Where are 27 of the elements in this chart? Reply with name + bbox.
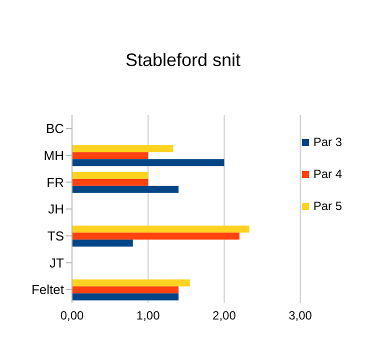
bar <box>72 293 179 300</box>
bar <box>72 186 179 193</box>
y-tick-label: MH <box>44 148 64 163</box>
legend-label: Par 4 <box>313 166 342 180</box>
y-tick-label: JH <box>48 202 64 217</box>
y-tick-label: TS <box>47 228 64 244</box>
y-tick-label: BC <box>46 121 64 136</box>
bar <box>72 232 240 240</box>
y-tick-label: FR <box>46 174 64 190</box>
x-tick-label: 3,00 <box>288 308 312 323</box>
chart-title: Stableford snit <box>124 50 242 71</box>
bar <box>72 145 174 152</box>
bar <box>72 152 148 160</box>
bar <box>72 159 224 166</box>
x-tick-label: 1,00 <box>136 308 160 323</box>
bar <box>72 226 250 233</box>
x-tick-label: 2,00 <box>212 308 236 323</box>
bar <box>72 279 190 286</box>
x-tick-label: 0,00 <box>60 308 84 323</box>
legend-label: Par 3 <box>313 134 342 148</box>
bar <box>72 178 148 186</box>
y-tick-label: JT <box>50 255 64 270</box>
y-tick-label: Feltet <box>31 282 64 298</box>
bar <box>72 240 133 247</box>
bar <box>72 286 179 294</box>
bar <box>72 172 148 179</box>
legend-label: Par 5 <box>313 198 342 212</box>
